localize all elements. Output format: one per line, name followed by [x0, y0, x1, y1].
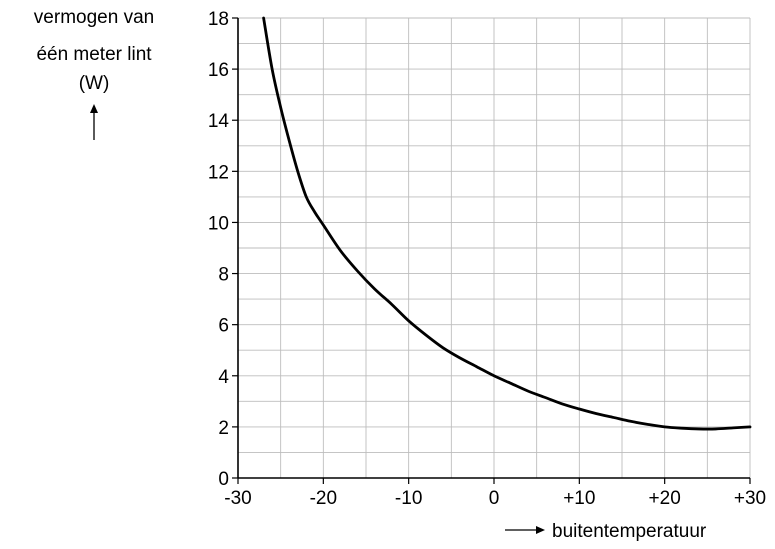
x-tick-label: 0 — [489, 488, 500, 509]
y-axis-arrowhead — [90, 104, 98, 113]
y-tick-label: 12 — [208, 162, 229, 183]
x-tick-label: -20 — [310, 488, 337, 509]
y-tick-label: 2 — [218, 418, 229, 439]
axes — [232, 17, 751, 484]
y-tick-label: 6 — [218, 316, 229, 337]
y-axis-label-line: (W) — [78, 73, 110, 94]
y-axis-label-line: één meter lint — [36, 44, 152, 65]
y-tick-label: 0 — [218, 469, 229, 490]
x-axis-arrowhead — [536, 526, 545, 534]
y-tick-label: 16 — [208, 60, 229, 81]
x-tick-label: -30 — [224, 488, 251, 509]
tick-labels: -30 -20 -10 0 +10 +20 +30 0 2 4 6 8 10 12 14 16 18 — [208, 9, 766, 509]
x-axis-label: buitentemperatuur — [552, 521, 707, 542]
y-tick-label: 4 — [218, 367, 229, 388]
y-axis-label-line: vermogen van — [33, 7, 155, 28]
x-tick-label: +10 — [563, 488, 595, 509]
series-line — [262, 16, 752, 431]
y-tick-label: 10 — [208, 213, 229, 234]
grid-lines — [237, 17, 751, 479]
x-tick-label: +30 — [734, 488, 766, 509]
x-tick-label: -10 — [395, 488, 422, 509]
y-tick-label: 14 — [208, 111, 230, 132]
series-layer — [262, 16, 752, 431]
y-tick-label: 8 — [218, 265, 229, 286]
x-tick-label: +20 — [649, 488, 681, 509]
y-tick-label: 18 — [208, 9, 229, 30]
